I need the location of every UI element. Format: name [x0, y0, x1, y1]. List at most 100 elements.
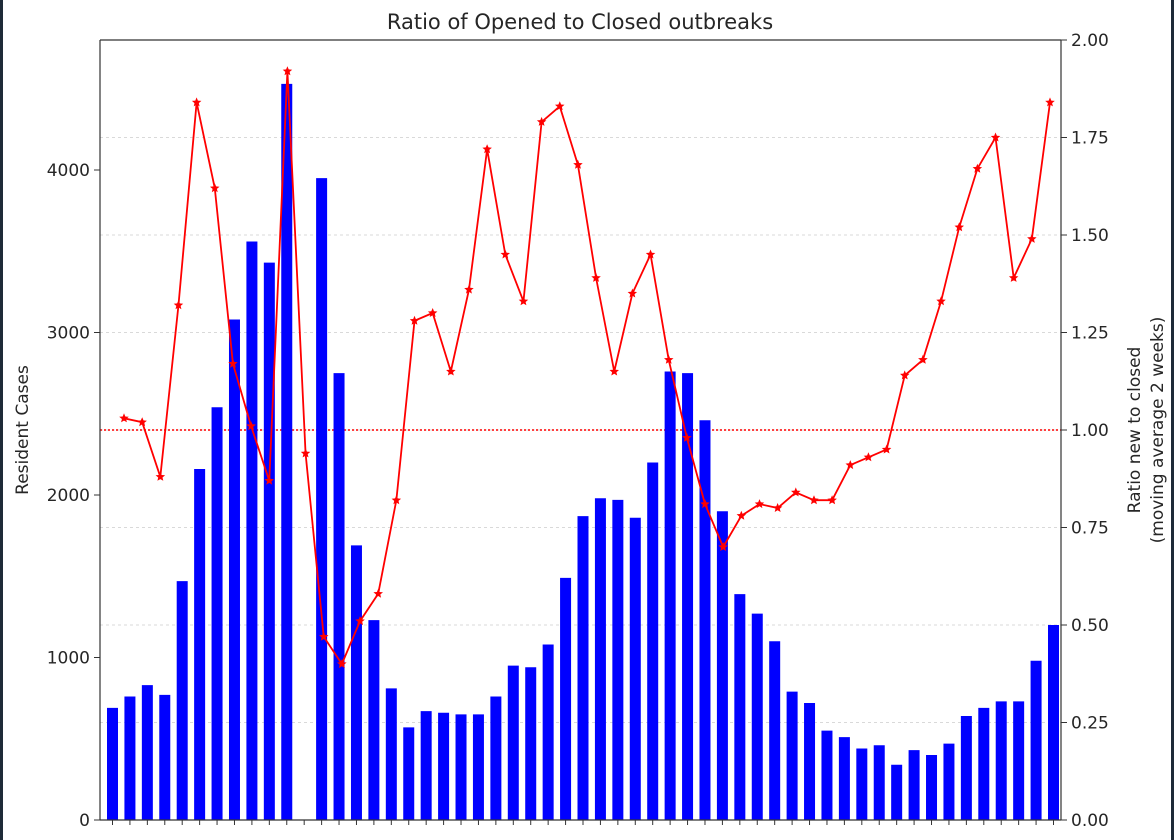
ratio-point [173, 300, 184, 310]
bar [943, 743, 955, 820]
bar [699, 420, 711, 820]
y-right-tick-label: 1.50 [1071, 226, 1109, 246]
bar [490, 696, 502, 820]
ratio-line [123, 71, 1051, 666]
ratio-point [119, 413, 129, 423]
bar [838, 737, 850, 820]
bar [821, 730, 833, 820]
ratio-point [754, 499, 765, 509]
bar [873, 745, 885, 820]
bar [786, 691, 798, 820]
ratio-point [682, 432, 692, 442]
ratio-point [391, 495, 402, 505]
ratio-point [210, 183, 220, 193]
ratio-point [645, 249, 656, 259]
bar [141, 685, 153, 820]
ratio-point [500, 249, 510, 259]
bar [211, 407, 223, 820]
bar [246, 241, 258, 820]
ratio-point [282, 66, 293, 76]
ratio-point [246, 421, 256, 431]
bar [368, 620, 380, 820]
bar [107, 707, 118, 820]
ratio-point [427, 308, 438, 317]
bar [316, 178, 328, 820]
y-left-tick-label: 0 [79, 811, 90, 831]
bar [594, 498, 606, 820]
bar [263, 262, 275, 820]
bar-series [107, 83, 1059, 820]
bar [716, 511, 728, 820]
y-right-tick-label: 0.00 [1071, 811, 1109, 831]
ratio-point [137, 417, 147, 427]
ratio-point [1008, 272, 1019, 282]
ratio-point [337, 659, 347, 668]
bar [507, 665, 519, 820]
bar [682, 373, 694, 820]
ratio-point [591, 272, 601, 282]
ratio-point [155, 471, 166, 481]
y-right-tick-label: 0.25 [1071, 714, 1109, 734]
bar [333, 373, 345, 820]
bar [176, 581, 188, 820]
bar [194, 469, 206, 820]
y-right-tick-label: 1.75 [1071, 129, 1109, 149]
ratio-point [809, 495, 819, 505]
bar [1013, 701, 1025, 820]
bar [978, 707, 990, 820]
ratio-point [845, 460, 855, 470]
bar [960, 716, 972, 820]
bar [455, 714, 467, 820]
ratio-point [627, 288, 638, 298]
bar [577, 516, 589, 820]
ratio-point [300, 448, 311, 458]
bar [385, 688, 397, 820]
bar [612, 499, 624, 820]
ratio-point [555, 101, 565, 111]
bar [228, 319, 240, 820]
ratio-point [409, 315, 420, 325]
bar [647, 462, 659, 820]
ratio-point [319, 631, 329, 641]
chart-title: Ratio of Opened to Closed outbreaks [387, 10, 773, 34]
bar [629, 517, 641, 820]
ratio-point [900, 370, 910, 380]
y-right-tick-label: 0.50 [1071, 616, 1109, 636]
ratio-point [373, 588, 383, 598]
bar [769, 641, 781, 820]
bar [1048, 625, 1059, 820]
ratio-line-series [119, 66, 1055, 668]
bar [472, 714, 484, 820]
y-left-tick-label: 4000 [47, 161, 90, 181]
ratio-point [482, 144, 492, 154]
bar [1030, 660, 1042, 820]
axes: 0 1000 2000 3000 4000 0.00 0.25 0.50 0.75 1.00 1.2… [47, 31, 1109, 831]
ratio-point [191, 97, 202, 107]
bar [281, 83, 293, 820]
bar [159, 694, 171, 820]
ratio-point [954, 222, 964, 232]
ratio-point [700, 499, 710, 509]
bar [560, 577, 572, 820]
ratio-point [536, 116, 547, 126]
ratio-point [446, 366, 456, 376]
chart-frame: Ratio of Opened to Closed outbreaks Resi… [3, 0, 1171, 840]
bar [751, 613, 763, 820]
bar [350, 545, 362, 820]
y-axis-right-title-line2: (moving average 2 weeks) [1148, 317, 1168, 544]
y-axis-left-title: Resident Cases [13, 365, 33, 495]
bar [542, 644, 554, 820]
ratio-point [936, 296, 946, 306]
ratio-point [264, 475, 274, 485]
y-axis-right-title-line1: Ratio new to closed [1125, 347, 1145, 514]
ratio-point [355, 616, 365, 626]
bar [664, 371, 676, 820]
ratio-point [518, 296, 529, 306]
bar [891, 764, 903, 820]
bar [926, 755, 938, 820]
ratio-point [609, 366, 619, 376]
ratio-point [918, 354, 928, 364]
y-right-tick-label: 1.00 [1071, 421, 1109, 441]
bar [908, 750, 920, 820]
ratio-point [863, 452, 874, 462]
